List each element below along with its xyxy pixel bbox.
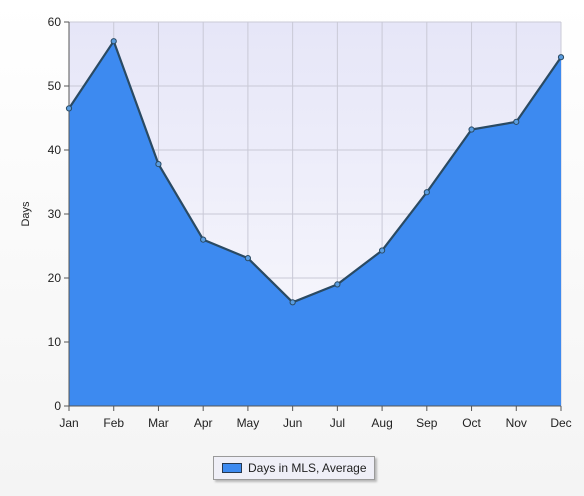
data-area bbox=[68, 40, 562, 406]
tick-labels: 0 10 20 30 40 50 60 Jan Feb Mar Apr May Jun Jul Aug Sep… bbox=[48, 15, 572, 430]
data-point bbox=[244, 255, 252, 262]
x-tick-label: Apr bbox=[194, 416, 213, 430]
x-tick-label: Mar bbox=[148, 416, 169, 430]
legend-swatch bbox=[222, 463, 242, 473]
x-tick-label: Dec bbox=[550, 416, 571, 430]
data-point bbox=[557, 54, 565, 61]
y-tick-label: 30 bbox=[48, 207, 62, 221]
y-tick-label: 50 bbox=[48, 79, 62, 93]
data-markers bbox=[65, 38, 565, 306]
data-point bbox=[155, 160, 162, 168]
y-tick-label: 10 bbox=[48, 335, 62, 349]
x-tick-label: Oct bbox=[462, 416, 481, 430]
data-point bbox=[468, 126, 475, 133]
data-point bbox=[513, 118, 520, 125]
y-tick-label: 20 bbox=[48, 271, 62, 285]
data-point bbox=[110, 38, 117, 45]
y-axis-title: Days bbox=[20, 201, 32, 227]
x-tick-label: Jun bbox=[283, 416, 302, 430]
x-tick-label: Jul bbox=[330, 416, 345, 430]
x-tick-label: Jan bbox=[59, 416, 78, 430]
data-point bbox=[65, 105, 73, 112]
legend-label: Days in MLS, Average bbox=[248, 461, 367, 475]
series-line bbox=[68, 40, 562, 304]
x-tick-label: Aug bbox=[371, 416, 392, 430]
area-fill bbox=[69, 41, 561, 406]
data-point bbox=[423, 189, 430, 196]
y-tick-label: 40 bbox=[48, 143, 62, 157]
x-tick-label: Nov bbox=[506, 416, 527, 430]
data-point bbox=[378, 247, 386, 254]
x-tick-label: Feb bbox=[103, 416, 124, 430]
legend: Days in MLS, Average bbox=[213, 456, 375, 480]
y-tick-label: 60 bbox=[48, 15, 62, 29]
axes bbox=[64, 21, 562, 411]
x-tick-label: Sep bbox=[416, 416, 438, 430]
x-tick-label: May bbox=[237, 416, 260, 430]
data-point bbox=[334, 281, 341, 288]
y-tick-label: 0 bbox=[54, 399, 61, 413]
data-point bbox=[200, 236, 207, 243]
data-point bbox=[289, 299, 296, 306]
